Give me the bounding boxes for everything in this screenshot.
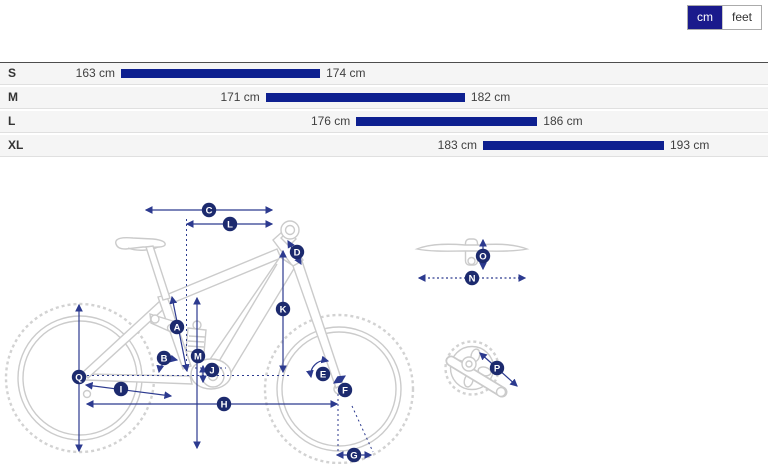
geometry-label-P: P bbox=[489, 360, 505, 376]
svg-text:B: B bbox=[161, 353, 168, 364]
size-name: M bbox=[8, 90, 18, 104]
bike-side-view bbox=[4, 220, 415, 464]
svg-text:L: L bbox=[227, 219, 233, 230]
size-row-M: M 171 cm 182 cm bbox=[0, 87, 768, 109]
geometry-label-M: M bbox=[190, 348, 206, 364]
geometry-label-J: J bbox=[204, 362, 220, 378]
geometry-label-Q: Q bbox=[71, 369, 87, 385]
min-height-label: 171 cm bbox=[220, 90, 260, 104]
size-name: L bbox=[8, 114, 16, 128]
min-height-label: 183 cm bbox=[437, 138, 477, 152]
geometry-label-K: K bbox=[275, 301, 291, 317]
geometry-label-D: D bbox=[289, 244, 305, 260]
svg-text:G: G bbox=[350, 450, 357, 461]
svg-text:A: A bbox=[174, 322, 181, 333]
geometry-label-O: O bbox=[475, 248, 491, 264]
geometry-label-N: N bbox=[464, 270, 480, 286]
unit-toggle: cm feet bbox=[686, 5, 762, 30]
height-range-bar bbox=[265, 93, 465, 102]
geometry-label-B: B bbox=[156, 350, 172, 366]
size-name: XL bbox=[8, 138, 24, 152]
svg-text:Q: Q bbox=[75, 372, 82, 383]
svg-text:J: J bbox=[209, 365, 214, 376]
geometry-label-I: I bbox=[113, 381, 129, 397]
geometry-label-E: E bbox=[315, 366, 331, 382]
geometry-label-C: C bbox=[201, 202, 217, 218]
geometry-letter-badges: A B C D E F G H I J K L M NO P Q bbox=[71, 202, 505, 463]
svg-text:F: F bbox=[342, 385, 348, 396]
min-height-label: 163 cm bbox=[75, 66, 115, 80]
max-height-label: 174 cm bbox=[326, 66, 366, 80]
geometry-label-G: G bbox=[346, 447, 362, 463]
size-name: S bbox=[8, 66, 17, 80]
svg-text:P: P bbox=[494, 363, 501, 374]
size-row-L: L 176 cm 186 cm bbox=[0, 111, 768, 133]
max-height-label: 193 cm bbox=[670, 138, 710, 152]
geometry-label-A: A bbox=[169, 319, 185, 335]
geometry-label-F: F bbox=[337, 382, 353, 398]
geometry-label-H: H bbox=[216, 396, 232, 412]
size-row-XL: XL 183 cm 193 cm bbox=[0, 135, 768, 157]
svg-text:K: K bbox=[280, 304, 287, 315]
size-chart-rows: S 163 cm 174 cm M 171 cm 182 cm L 176 cm 186 cm X… bbox=[0, 63, 768, 157]
size-row-S: S 163 cm 174 cm bbox=[0, 63, 768, 85]
svg-text:E: E bbox=[320, 369, 326, 380]
geometry-label-L: L bbox=[222, 216, 238, 232]
unit-toggle-cm-button[interactable]: cm bbox=[687, 6, 722, 29]
height-range-bar bbox=[356, 117, 538, 126]
unit-toggle-feet-button[interactable]: feet bbox=[721, 6, 761, 29]
svg-text:N: N bbox=[469, 273, 476, 284]
svg-text:H: H bbox=[221, 399, 228, 410]
height-range-bar bbox=[483, 141, 664, 150]
max-height-label: 182 cm bbox=[470, 90, 511, 104]
svg-text:M: M bbox=[194, 351, 202, 362]
max-height-label: 186 cm bbox=[543, 114, 583, 128]
min-height-label: 176 cm bbox=[310, 114, 351, 128]
svg-text:D: D bbox=[294, 247, 301, 258]
svg-text:C: C bbox=[206, 205, 213, 216]
height-range-bar bbox=[121, 69, 321, 78]
size-chart: S 163 cm 174 cm M 171 cm 182 cm L 176 cm 186 cm X… bbox=[0, 62, 768, 159]
svg-text:O: O bbox=[479, 251, 486, 262]
svg-text:I: I bbox=[120, 384, 123, 395]
handlebar-top-view bbox=[414, 238, 530, 266]
